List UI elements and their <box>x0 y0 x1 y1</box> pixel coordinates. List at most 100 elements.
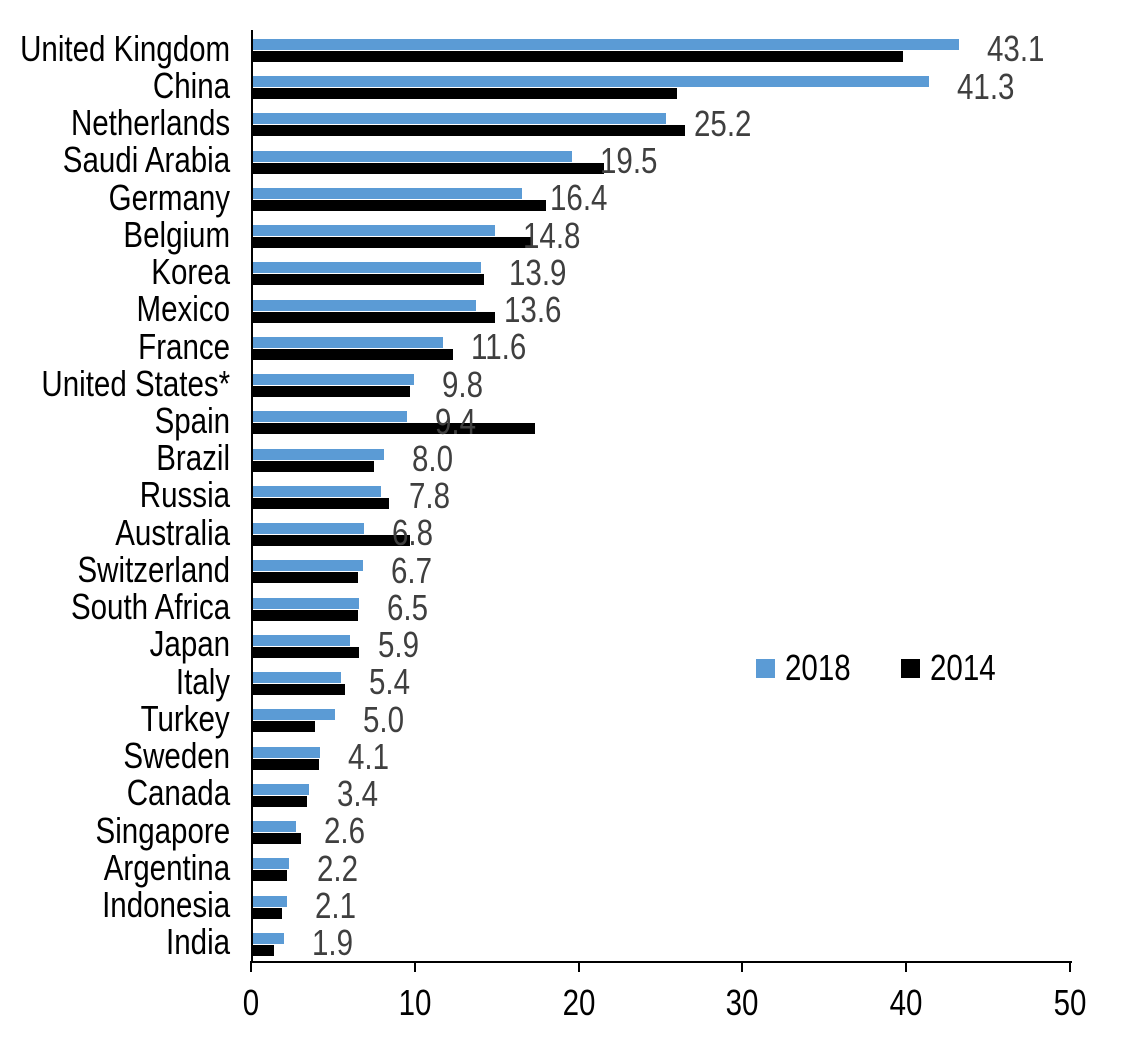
bar-2018 <box>253 411 407 423</box>
axis-tick <box>905 961 908 972</box>
value-label: 6.8 <box>392 512 434 554</box>
value-label: 9.8 <box>441 363 483 405</box>
bar-2014 <box>253 535 411 547</box>
legend-label-2018: 2018 <box>785 647 851 688</box>
bar-2018 <box>253 225 496 237</box>
bar-2014 <box>253 721 316 733</box>
bar-2018 <box>253 709 335 721</box>
category-label: Australia <box>115 511 230 553</box>
bar-2014 <box>253 758 319 770</box>
bar-2018 <box>253 299 476 311</box>
legend-label-2014: 2014 <box>930 647 996 688</box>
bar-2018 <box>253 895 288 907</box>
axis-tick-label: 0 <box>242 982 260 1023</box>
axis-tick-label: 20 <box>562 982 596 1023</box>
bar-2014 <box>253 199 547 211</box>
bar-2018 <box>253 858 290 870</box>
value-label: 5.9 <box>377 624 419 666</box>
value-label: 4.1 <box>348 735 390 777</box>
value-label: 16.4 <box>549 177 608 219</box>
bar-group: 6.8 <box>253 514 1072 551</box>
bar-group: 5.0 <box>253 700 1072 737</box>
bar-2018 <box>253 448 385 460</box>
category-label: Switzerland <box>77 548 230 590</box>
axis-tick <box>577 961 580 972</box>
bar-group: 8.0 <box>253 440 1072 477</box>
bar-group: 5.4 <box>253 663 1072 700</box>
bar-2014 <box>253 833 301 845</box>
category-label: United Kingdom <box>19 27 230 69</box>
bar-2014 <box>253 944 275 956</box>
value-label: 2.2 <box>317 847 359 889</box>
category-label: India <box>165 921 230 963</box>
bar-2018 <box>253 113 666 125</box>
bar-group: 13.9 <box>253 253 1072 290</box>
bar-2018 <box>253 485 381 497</box>
bar-group: 6.7 <box>253 551 1072 588</box>
bar-2018 <box>253 672 342 684</box>
bar-group: 2.1 <box>253 887 1072 924</box>
category-axis: United Kingdom China Netherlands Saudi Arab… <box>0 30 230 963</box>
category-label: Germany <box>108 176 230 218</box>
axis-tick-label: 40 <box>889 982 923 1023</box>
value-label: 9.4 <box>434 400 477 442</box>
value-label: 2.1 <box>315 884 357 926</box>
bar-2018 <box>253 262 481 274</box>
category-label: France <box>138 325 230 367</box>
axis-tick <box>413 961 416 972</box>
legend-item-2018: 2018 <box>756 650 865 686</box>
bar-2018 <box>253 783 309 795</box>
category-label: United States* <box>41 362 230 404</box>
bar-2018 <box>253 634 350 646</box>
bar-group: 9.8 <box>253 365 1072 402</box>
category-label: Italy <box>175 660 230 702</box>
value-label: 3.4 <box>336 773 378 815</box>
bar-2018 <box>253 821 296 833</box>
bar-2014 <box>253 684 345 696</box>
bar-group: 6.5 <box>253 589 1072 626</box>
bar-2014 <box>253 646 360 658</box>
bar-2014 <box>253 51 904 62</box>
legend-item-2014: 2014 <box>901 650 1010 686</box>
bar-group: 1.9 <box>253 924 1072 961</box>
legend-swatch-2014 <box>901 658 921 678</box>
axis-tick-label: 30 <box>725 982 759 1023</box>
bar-2014 <box>253 497 389 509</box>
bar-group: 16.4 <box>253 179 1072 216</box>
bar-group: 4.1 <box>253 738 1072 775</box>
category-label: Belgium <box>123 213 230 255</box>
bar-2014 <box>253 423 535 435</box>
bar-2018 <box>253 39 959 50</box>
value-label: 19.5 <box>600 140 658 182</box>
category-label: Canada <box>126 772 230 814</box>
bar-2014 <box>253 609 358 621</box>
value-label: 5.0 <box>362 698 404 740</box>
bar-2014 <box>253 125 686 137</box>
bar-2014 <box>253 237 532 249</box>
bar-group: 41.3 <box>253 67 1072 104</box>
value-label: 7.8 <box>408 475 450 517</box>
bar-2018 <box>253 150 573 162</box>
bar-group: 11.6 <box>253 328 1072 365</box>
category-label: Argentina <box>103 846 230 888</box>
axis-tick <box>1069 961 1071 972</box>
bar-2018 <box>253 746 321 758</box>
value-label: 1.9 <box>312 922 354 964</box>
category-label: Russia <box>139 474 230 516</box>
value-label: 13.9 <box>508 251 567 293</box>
legend: 2018 2014 <box>756 650 1010 686</box>
value-label: 11.6 <box>471 326 527 368</box>
bar-2018 <box>253 374 414 386</box>
bar-group: 13.6 <box>253 291 1072 328</box>
bar-2014 <box>253 460 375 472</box>
bar-2014 <box>253 348 453 360</box>
bar-2018 <box>253 597 360 609</box>
axis-tick-label: 10 <box>398 982 432 1023</box>
legend-swatch-2018 <box>756 658 775 678</box>
bar-group: 43.1 <box>253 30 1072 67</box>
bar-2018 <box>253 336 443 348</box>
bar-2014 <box>253 274 484 286</box>
plot-area: 43.1 41.3 25.2 19.5 16.4 14.8 13.9 13.6 11.6 9.8 9… <box>251 30 1072 963</box>
bar-2018 <box>253 523 365 535</box>
bar-2018 <box>253 76 930 88</box>
